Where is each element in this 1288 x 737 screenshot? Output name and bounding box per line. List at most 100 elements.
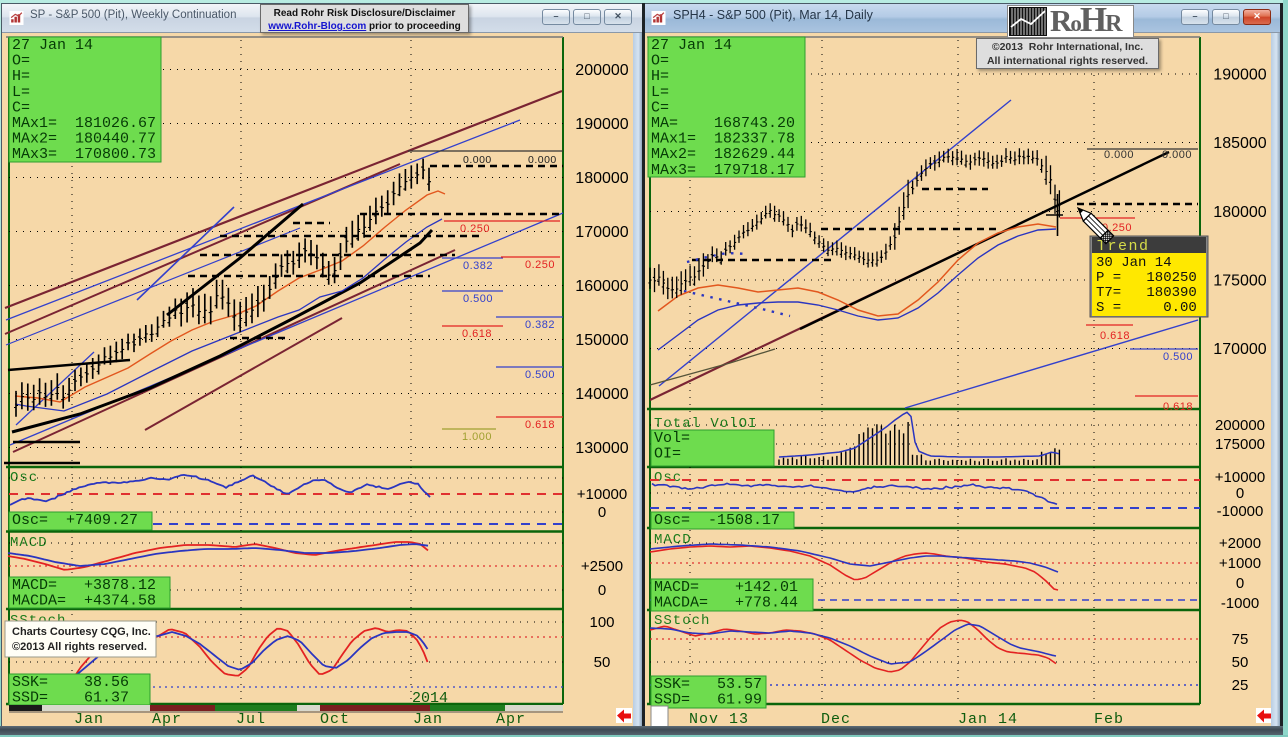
svg-text:+10000: +10000 — [577, 486, 627, 503]
svg-text:O=: O= — [651, 53, 669, 70]
svg-text:OI=: OI= — [654, 446, 681, 463]
svg-text:H=: H= — [651, 68, 669, 85]
svg-text:0.500: 0.500 — [463, 293, 493, 305]
svg-text:Osc: Osc — [654, 470, 682, 486]
svg-text:170000: 170000 — [575, 224, 628, 241]
svg-text:Osc= -1508.17: Osc= -1508.17 — [654, 512, 780, 529]
svg-text:0.382: 0.382 — [463, 260, 493, 272]
svg-text:SSK= 38.56: SSK= 38.56 — [12, 674, 129, 691]
svg-text:0: 0 — [598, 582, 606, 599]
svg-text:0.618: 0.618 — [1100, 330, 1130, 342]
svg-text:0.000: 0.000 — [463, 154, 492, 166]
svg-text:2014: 2014 — [412, 690, 448, 707]
svg-text:30 Jan 14: 30 Jan 14 — [1096, 255, 1172, 271]
svg-text:130000: 130000 — [575, 440, 628, 457]
svg-text:MACD= +3878.12: MACD= +3878.12 — [12, 577, 156, 594]
svg-text:27 Jan 14: 27 Jan 14 — [651, 37, 732, 54]
svg-text:MAx2= 182629.44: MAx2= 182629.44 — [651, 146, 795, 163]
svg-text:-1000: -1000 — [1221, 595, 1259, 612]
svg-text:Jan: Jan — [74, 711, 104, 728]
svg-text:100: 100 — [589, 614, 614, 631]
svg-text:Total VolOI: Total VolOI — [654, 416, 757, 432]
svg-text:0.618: 0.618 — [1163, 401, 1193, 413]
svg-text:200000: 200000 — [575, 62, 628, 79]
svg-text:150000: 150000 — [575, 332, 628, 349]
svg-text:MACD= +142.01: MACD= +142.01 — [654, 579, 798, 596]
svg-text:0: 0 — [1236, 575, 1244, 592]
svg-text:0: 0 — [1236, 485, 1244, 502]
svg-text:L=: L= — [651, 84, 669, 101]
svg-text:Vol=: Vol= — [654, 430, 690, 447]
svg-text:SSD= 61.99: SSD= 61.99 — [654, 692, 762, 709]
svg-text:180000: 180000 — [1213, 204, 1266, 221]
svg-text:0.618: 0.618 — [525, 419, 555, 431]
svg-text:Apr: Apr — [152, 711, 182, 728]
svg-text:Jan: Jan — [413, 711, 443, 728]
svg-text:Osc: Osc — [10, 470, 38, 486]
svg-text:T7= 180390: T7= 180390 — [1096, 285, 1197, 301]
svg-text:Oct: Oct — [320, 711, 350, 728]
svg-text:MACD: MACD — [10, 535, 48, 551]
svg-text:190000: 190000 — [1213, 67, 1266, 84]
svg-text:Osc= +7409.27: Osc= +7409.27 — [12, 512, 138, 529]
svg-text:0.000: 0.000 — [1162, 149, 1192, 161]
svg-text:SSD= 61.37: SSD= 61.37 — [12, 690, 129, 707]
svg-text:25: 25 — [1232, 677, 1249, 694]
svg-text:175000: 175000 — [1213, 273, 1266, 290]
svg-text:MACD: MACD — [654, 532, 692, 548]
svg-text:MAx2= 180440.77: MAx2= 180440.77 — [12, 131, 156, 148]
svg-text:Dec: Dec — [821, 711, 851, 728]
svg-text:MA= 168743.20: MA= 168743.20 — [651, 115, 795, 132]
svg-text:170000: 170000 — [1213, 341, 1266, 358]
svg-text:0: 0 — [598, 504, 606, 521]
svg-text:MAx3= 179718.17: MAx3= 179718.17 — [651, 162, 795, 179]
svg-text:P = 180250: P = 180250 — [1096, 270, 1197, 286]
svg-text:-10000: -10000 — [1217, 503, 1264, 520]
svg-text:Charts Courtesy CQG, Inc.: Charts Courtesy CQG, Inc. — [12, 626, 151, 638]
svg-text:+10000: +10000 — [1215, 469, 1265, 486]
svg-text:0.618: 0.618 — [462, 328, 492, 340]
svg-text:Apr: Apr — [496, 711, 526, 728]
svg-text:200000: 200000 — [1215, 417, 1265, 434]
svg-text:H=: H= — [12, 68, 30, 85]
svg-text:185000: 185000 — [1213, 135, 1266, 152]
svg-text:160000: 160000 — [575, 278, 628, 295]
svg-text:0.250: 0.250 — [460, 223, 490, 235]
svg-text:27 Jan 14: 27 Jan 14 — [12, 37, 93, 54]
svg-text:MAx1= 182337.78: MAx1= 182337.78 — [651, 131, 795, 148]
svg-text:0.500: 0.500 — [525, 369, 555, 381]
svg-text:©2013 All rights reserved.: ©2013 All rights reserved. — [12, 641, 147, 653]
svg-text:SStoch: SStoch — [654, 613, 710, 629]
svg-text:+2000: +2000 — [1219, 535, 1261, 552]
svg-text:0.500: 0.500 — [1163, 351, 1193, 363]
svg-text:S = 0.00: S = 0.00 — [1096, 300, 1197, 316]
svg-text:1.000: 1.000 — [462, 431, 492, 443]
svg-text:MAx1= 181026.67: MAx1= 181026.67 — [12, 115, 156, 132]
svg-text:50: 50 — [594, 654, 611, 671]
svg-text:Feb: Feb — [1094, 711, 1124, 728]
svg-text:75: 75 — [1232, 631, 1249, 648]
svg-text:Jul: Jul — [236, 711, 266, 728]
svg-text:MACDA= +4374.58: MACDA= +4374.58 — [12, 593, 156, 610]
svg-text:0.382: 0.382 — [525, 319, 555, 331]
svg-text:O=: O= — [12, 53, 30, 70]
svg-text:180000: 180000 — [575, 170, 628, 187]
svg-text:Nov 13: Nov 13 — [689, 711, 749, 728]
svg-text:+1000: +1000 — [1219, 555, 1261, 572]
svg-text:0.000: 0.000 — [528, 154, 557, 166]
svg-text:L=: L= — [12, 84, 30, 101]
svg-text:Trend: Trend — [1097, 238, 1150, 255]
svg-text:0.250: 0.250 — [525, 259, 555, 271]
svg-text:SSK= 53.57: SSK= 53.57 — [654, 676, 762, 693]
svg-text:Jan 14: Jan 14 — [958, 711, 1018, 728]
svg-text:0.000: 0.000 — [1104, 149, 1134, 161]
svg-text:175000: 175000 — [1215, 436, 1265, 453]
svg-text:+2500: +2500 — [581, 558, 623, 575]
svg-text:190000: 190000 — [575, 116, 628, 133]
svg-text:MACDA= +778.44: MACDA= +778.44 — [654, 595, 798, 612]
svg-text:C=: C= — [651, 99, 669, 116]
svg-text:C=: C= — [12, 99, 30, 116]
svg-text:140000: 140000 — [575, 386, 628, 403]
svg-text:MAx3= 170800.73: MAx3= 170800.73 — [12, 146, 156, 163]
svg-text:50: 50 — [1232, 654, 1249, 671]
